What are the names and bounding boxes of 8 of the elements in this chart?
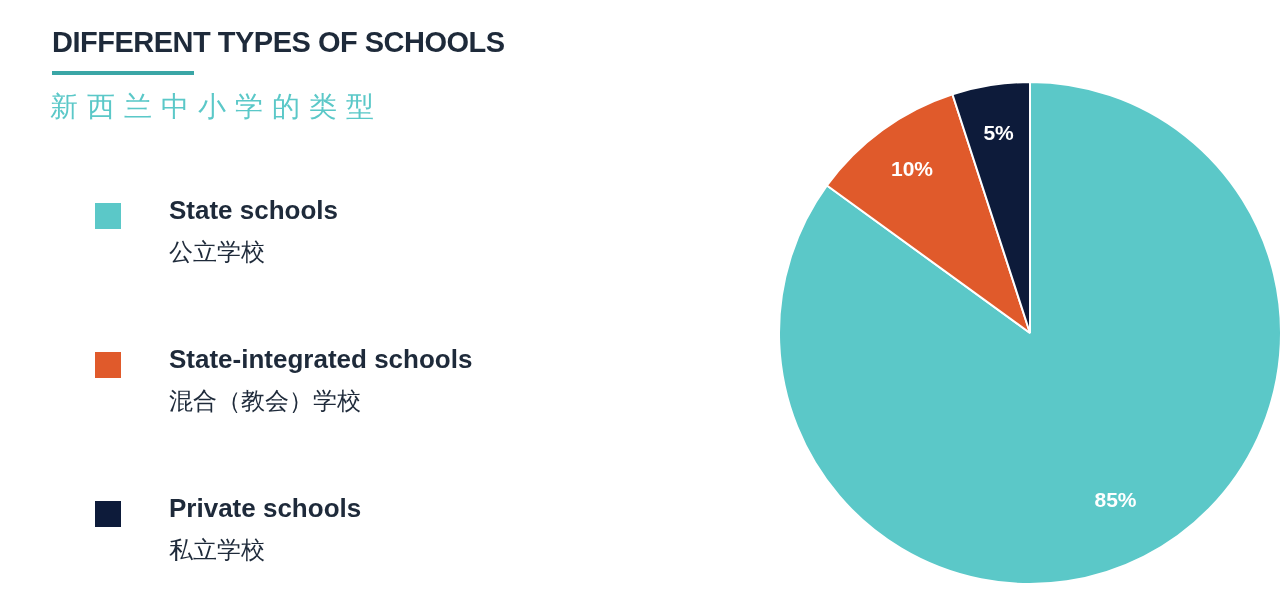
legend-label: State schools 公立学校 (169, 195, 339, 267)
chart-title: DIFFERENT TYPES OF SCHOOLS (52, 26, 505, 59)
data-label: 5% (983, 121, 1015, 145)
legend-label: Private schools 私立学校 (169, 493, 362, 565)
data-label: 85% (1094, 487, 1137, 511)
data-label: 10% (890, 157, 934, 181)
legend-label: State-integrated schools 混合（教会）学校 (169, 344, 473, 416)
chart-subtitle: 新西兰中小学的类型 (50, 89, 383, 125)
